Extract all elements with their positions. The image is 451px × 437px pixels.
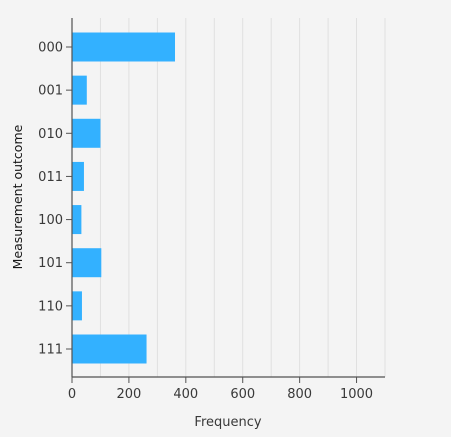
y-tick-label: 010 — [38, 127, 63, 142]
bars — [72, 33, 175, 364]
x-tick-label: 0 — [68, 387, 76, 402]
y-tick-label: 100 — [38, 213, 63, 228]
bar-110 — [72, 291, 82, 320]
bar-010 — [72, 119, 100, 148]
x-axis-label: Frequency — [194, 415, 261, 430]
bar-111 — [72, 335, 147, 364]
y-tick-label: 000 — [38, 41, 63, 56]
y-tick-label: 111 — [38, 343, 63, 358]
bar-000 — [72, 33, 175, 62]
bar-001 — [72, 76, 87, 105]
bar-100 — [72, 205, 81, 234]
y-tick-label: 101 — [38, 256, 63, 271]
bar-101 — [72, 248, 101, 277]
grid-lines — [100, 18, 385, 377]
bar-011 — [72, 162, 84, 191]
x-tick-label: 400 — [173, 387, 198, 402]
y-tick-label: 011 — [38, 170, 63, 185]
x-tick-label: 1000 — [340, 387, 373, 402]
y-tick-label: 001 — [38, 84, 63, 99]
x-tick-label: 600 — [230, 387, 255, 402]
y-axis-label: Measurement outcome — [10, 124, 25, 269]
x-tick-label: 800 — [287, 387, 312, 402]
y-tick-label: 110 — [38, 299, 63, 314]
x-tick-label: 200 — [116, 387, 141, 402]
